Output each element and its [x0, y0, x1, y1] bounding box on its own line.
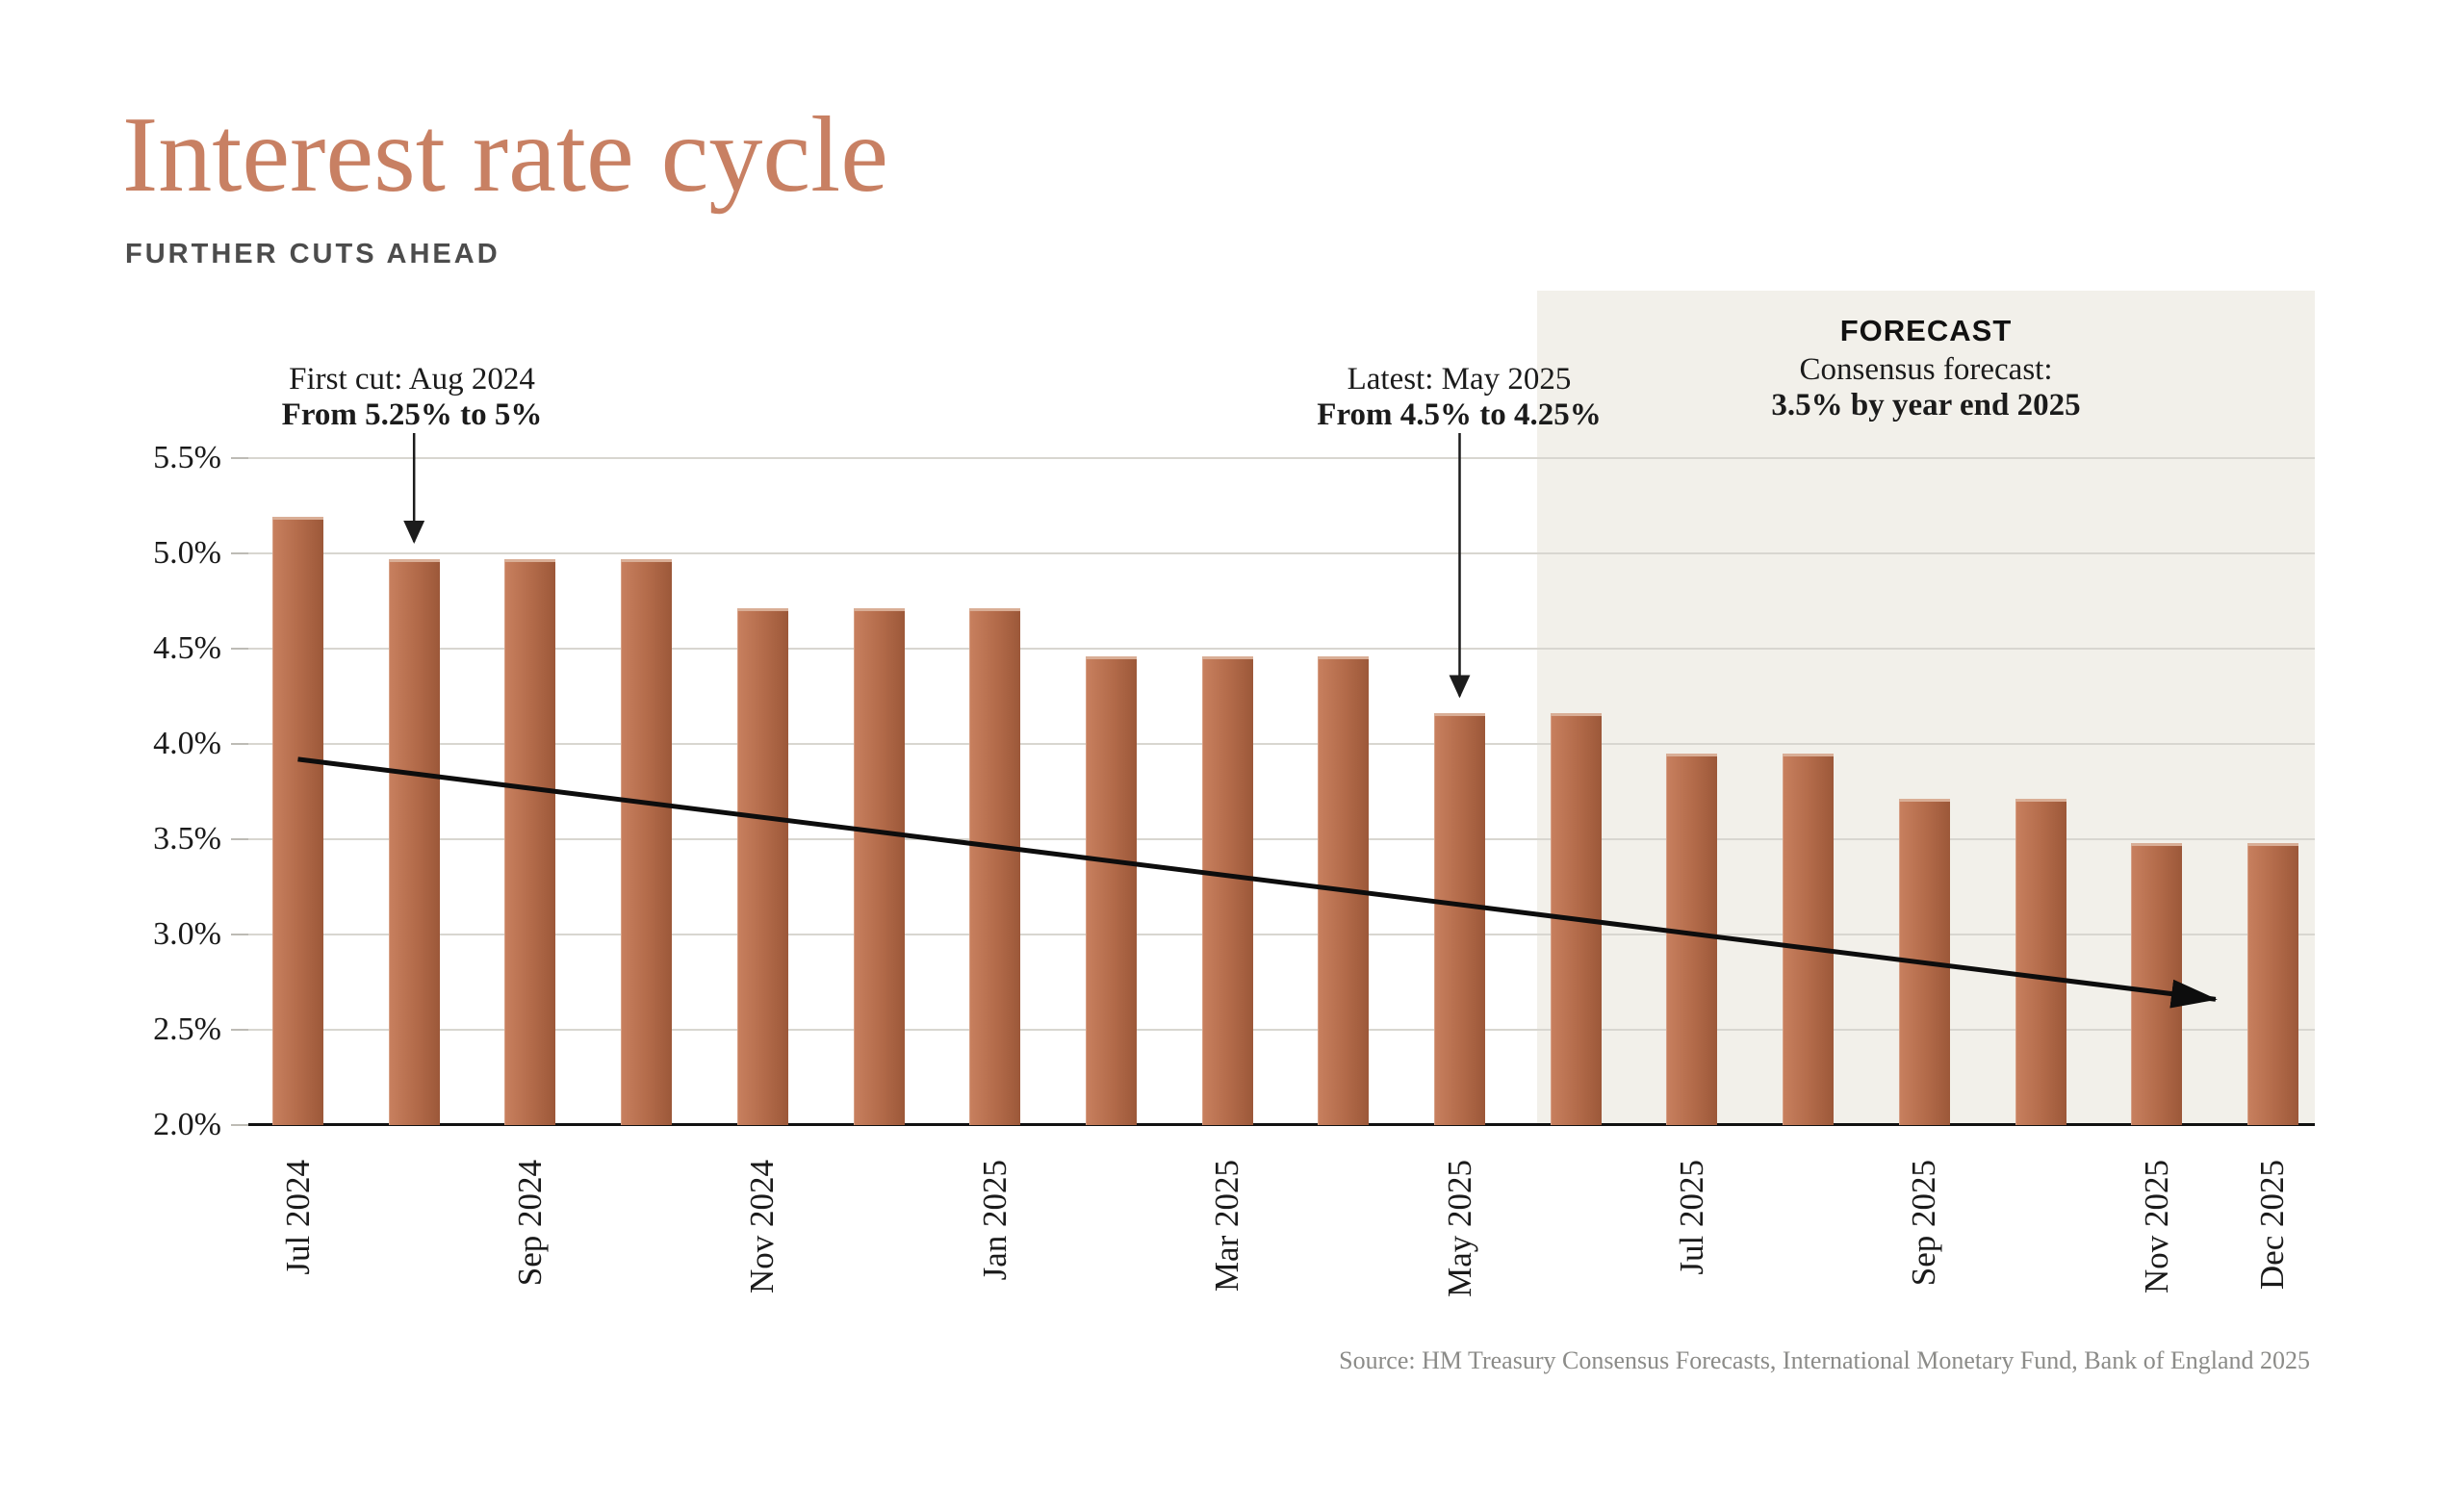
bar [1434, 713, 1485, 1125]
y-tick-label: 3.5% [153, 821, 221, 857]
forecast-line2: 3.5% by year end 2025 [1771, 388, 2081, 422]
bar [272, 517, 323, 1125]
bar [621, 558, 673, 1125]
gridline [248, 743, 2315, 745]
forecast-heading: FORECAST [1839, 314, 2013, 347]
bar [504, 558, 556, 1125]
bar [1550, 713, 1602, 1125]
gridline [248, 457, 2315, 459]
x-tick-label: May 2025 [1440, 1160, 1478, 1297]
bar [388, 558, 440, 1125]
x-tick-label: Sep 2025 [1905, 1160, 1943, 1287]
y-tick-label: 4.0% [153, 726, 221, 761]
annotation-first-cut: First cut: Aug 2024 From 5.25% to 5% [123, 362, 701, 433]
x-tick-label: Jul 2025 [1672, 1160, 1710, 1275]
annotation-latest-line2: From 4.5% to 4.25% [1317, 397, 1602, 432]
y-axis-tick [231, 1124, 248, 1126]
y-axis-tick [231, 648, 248, 650]
gridline [248, 838, 2315, 840]
gridline [248, 552, 2315, 554]
bar [2015, 799, 2066, 1125]
x-axis-line [248, 1123, 2315, 1126]
y-axis-tick [231, 743, 248, 745]
bar [2131, 842, 2183, 1125]
gridline [248, 1029, 2315, 1031]
bar [1318, 655, 1370, 1125]
y-axis-tick [231, 552, 248, 554]
forecast-line1: Consensus forecast: [1799, 352, 2053, 387]
bar [1666, 753, 1718, 1125]
annotation-latest: Latest: May 2025 From 4.5% to 4.25% [1170, 362, 1748, 433]
y-tick-label: 2.0% [153, 1107, 221, 1142]
y-tick-label: 3.0% [153, 916, 221, 952]
annotation-latest-line1: Latest: May 2025 [1347, 362, 1572, 397]
bar [736, 608, 788, 1125]
page-title: Interest rate cycle [122, 95, 888, 215]
y-axis-tick [231, 457, 248, 459]
y-tick-label: 5.0% [153, 535, 221, 571]
annotation-first-cut-line2: From 5.25% to 5% [281, 397, 543, 432]
x-tick-label: Dec 2025 [2253, 1160, 2292, 1291]
bar [853, 608, 905, 1125]
gridline [248, 648, 2315, 650]
bar [1085, 655, 1137, 1125]
bar [1201, 655, 1253, 1125]
y-tick-label: 5.5% [153, 440, 221, 475]
bar [1898, 799, 1950, 1125]
forecast-label-block: FORECAST Consensus forecast: 3.5% by yea… [1637, 310, 2215, 423]
bar [2246, 842, 2298, 1125]
x-tick-label: Nov 2025 [2137, 1160, 2175, 1294]
bar [1783, 753, 1835, 1125]
y-axis-tick [231, 934, 248, 935]
x-tick-label: Nov 2024 [743, 1160, 782, 1294]
x-tick-label: Jan 2025 [975, 1160, 1014, 1281]
page-subtitle: FURTHER CUTS AHEAD [125, 239, 500, 269]
source-note: Source: HM Treasury Consensus Forecasts,… [1339, 1346, 2310, 1374]
y-tick-label: 4.5% [153, 630, 221, 666]
y-tick-label: 2.5% [153, 1011, 221, 1047]
x-tick-label: Mar 2025 [1208, 1160, 1246, 1293]
bar [969, 608, 1021, 1125]
y-axis-tick [231, 838, 248, 840]
x-tick-label: Sep 2024 [510, 1160, 549, 1287]
gridline [248, 934, 2315, 935]
y-axis-tick [231, 1029, 248, 1031]
x-tick-label: Jul 2024 [278, 1160, 317, 1275]
annotation-first-cut-line1: First cut: Aug 2024 [289, 362, 535, 397]
